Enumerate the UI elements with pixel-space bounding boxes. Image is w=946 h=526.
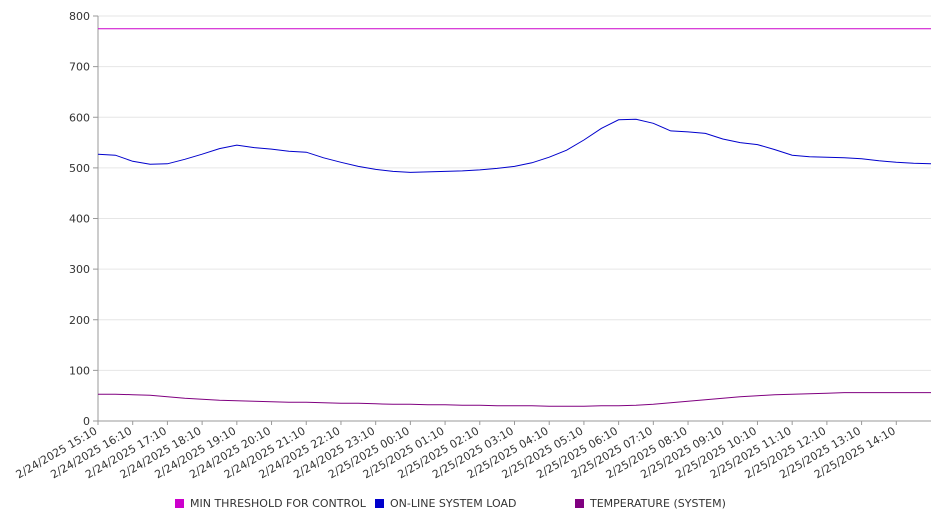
y-tick-label: 400 [69, 213, 90, 226]
axes [93, 15, 931, 425]
y-tick-label: 800 [69, 10, 90, 23]
y-tick-label: 0 [83, 415, 90, 428]
legend: MIN THRESHOLD FOR CONTROL ON-LINE SYSTEM… [0, 497, 946, 517]
legend-item-system-load: ON-LINE SYSTEM LOAD [375, 497, 516, 510]
grid-lines [98, 15, 931, 371]
y-tick-label: 100 [69, 364, 90, 377]
legend-item-min-threshold: MIN THRESHOLD FOR CONTROL [175, 497, 366, 510]
legend-item-temperature: TEMPERATURE (SYSTEM) [575, 497, 726, 510]
legend-swatch-temperature [575, 499, 584, 508]
x-tick-labels: 2/24/2025 15:102/24/2025 16:102/24/2025 … [14, 424, 898, 481]
legend-swatch-system-load [375, 499, 384, 508]
y-tick-label: 300 [69, 263, 90, 276]
series-line-2 [98, 392, 931, 407]
y-tick-label: 600 [69, 111, 90, 124]
legend-label-temperature: TEMPERATURE (SYSTEM) [590, 497, 726, 510]
legend-label-min-threshold: MIN THRESHOLD FOR CONTROL [190, 497, 366, 510]
series-lines [97, 28, 932, 407]
y-tick-label: 700 [69, 61, 90, 74]
y-tick-label: 200 [69, 314, 90, 327]
series-line-1 [97, 118, 932, 173]
legend-swatch-min-threshold [175, 499, 184, 508]
legend-label-system-load: ON-LINE SYSTEM LOAD [390, 497, 517, 510]
y-tick-label: 500 [69, 162, 90, 175]
y-tick-labels: 0 100 200 300 400 500 600 700 800 [69, 10, 90, 428]
